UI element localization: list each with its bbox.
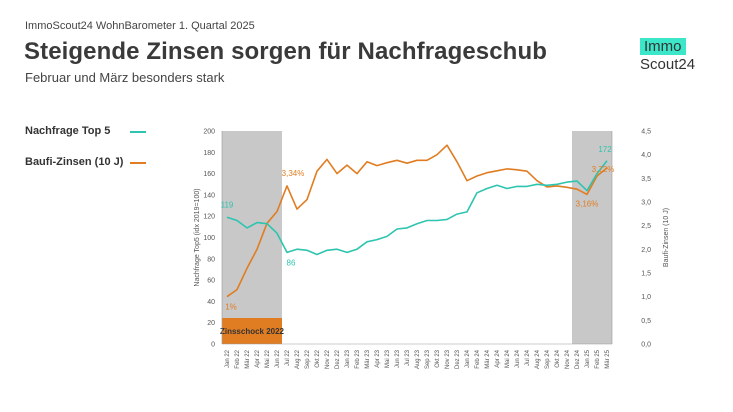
x-tick-label: Sep 23 (425, 349, 431, 369)
right-tick-label: 3,0 (641, 200, 651, 207)
x-tick-label: Apr 22 (255, 349, 261, 367)
shaded-range-0 (222, 131, 282, 344)
x-tick-label: Jan 22 (225, 349, 231, 368)
x-tick-label: Jan 23 (345, 349, 351, 368)
x-tick-label: Mär 23 (365, 349, 371, 368)
x-tick-label: Feb 24 (475, 349, 481, 368)
logo-word-immo: Immo (640, 38, 686, 55)
x-tick-label: Jan 24 (465, 349, 471, 368)
left-tick-label: 180 (203, 150, 215, 157)
left-tick-label: 80 (207, 256, 215, 263)
data-label: 86 (287, 258, 296, 267)
x-tick-label: Mär 25 (605, 349, 611, 368)
x-tick-label: Mai 22 (265, 349, 271, 368)
left-tick-label: 100 (203, 235, 215, 242)
x-tick-label: Nov 22 (325, 349, 331, 369)
shaded-range-1 (572, 131, 612, 344)
x-tick-label: Mai 23 (385, 349, 391, 368)
left-tick-label: 140 (203, 192, 215, 199)
x-tick-label: Apr 24 (495, 349, 501, 367)
x-tick-label: Mai 24 (505, 349, 511, 368)
x-tick-label: Dez 24 (575, 349, 581, 369)
left-tick-label: 60 (207, 278, 215, 285)
left-axis-title: Nachfrage Top5 (idx 2019=100) (194, 188, 201, 286)
report-kicker: ImmoScout24 WohnBarometer 1. Quartal 202… (25, 20, 255, 32)
x-tick-label: Apr 23 (375, 349, 381, 367)
right-tick-label: 3,5 (641, 176, 651, 183)
legend-zinsen-label: Baufi-Zinsen (10 J) (25, 156, 124, 168)
data-label: 3,34% (282, 169, 305, 178)
right-tick-label: 4,5 (641, 129, 651, 136)
x-tick-label: Jul 22 (285, 349, 291, 366)
data-label: 1% (225, 303, 237, 312)
x-tick-label: Aug 23 (415, 349, 421, 369)
x-tick-label: Dez 22 (335, 349, 341, 369)
data-label: 3,16% (576, 199, 599, 208)
series-line-nachfrage (226, 160, 608, 256)
legend-zinsen-swatch (130, 162, 146, 164)
x-tick-label: Jun 24 (515, 349, 521, 368)
data-label: 172 (598, 145, 612, 154)
right-tick-label: 1,5 (641, 271, 651, 278)
zinsschock-box (222, 318, 282, 344)
right-tick-label: 0,5 (641, 318, 651, 325)
x-tick-label: Okt 22 (315, 349, 321, 367)
left-tick-label: 40 (207, 299, 215, 306)
x-tick-label: Jul 24 (525, 349, 531, 366)
left-tick-label: 20 (207, 320, 215, 327)
x-tick-label: Dez 23 (455, 349, 461, 369)
x-tick-label: Mär 22 (245, 349, 251, 368)
x-tick-label: Mär 24 (485, 349, 491, 368)
x-tick-label: Aug 24 (535, 349, 541, 369)
right-tick-label: 0,0 (641, 342, 651, 349)
data-label: 119 (221, 200, 234, 209)
left-tick-label: 0 (211, 342, 215, 349)
x-tick-label: Feb 25 (595, 349, 601, 368)
legend-nachfrage-label: Nachfrage Top 5 (25, 125, 111, 137)
data-label: 3,72% (592, 165, 615, 174)
x-tick-label: Nov 24 (565, 349, 571, 369)
left-tick-label: 160 (203, 171, 215, 178)
x-tick-label: Feb 22 (235, 349, 241, 368)
x-tick-label: Sep 22 (305, 349, 311, 369)
x-tick-label: Okt 23 (435, 349, 441, 367)
x-tick-label: Aug 22 (295, 349, 301, 369)
right-tick-label: 1,0 (641, 294, 651, 301)
right-tick-label: 4,0 (641, 152, 651, 159)
x-tick-label: Jun 22 (275, 349, 281, 368)
x-tick-label: Sep 24 (545, 349, 551, 369)
logo-word-scout: Scout24 (640, 56, 696, 73)
right-axis-title: Baufi-Zinsen (10 J) (663, 208, 670, 267)
right-tick-label: 2,0 (641, 247, 651, 254)
x-tick-label: Okt 24 (555, 349, 561, 367)
legend-nachfrage-swatch (130, 131, 146, 133)
immoscout-logo: Immo Scout24 (640, 38, 702, 73)
left-tick-label: 120 (203, 214, 215, 221)
x-tick-label: Jun 23 (395, 349, 401, 368)
zinsschock-label: Zinsschock 2022 (220, 327, 285, 336)
left-tick-label: 200 (203, 129, 215, 136)
right-tick-label: 2,5 (641, 223, 651, 230)
x-tick-label: Feb 23 (355, 349, 361, 368)
x-tick-label: Jan 25 (585, 349, 591, 368)
page-title: Steigende Zinsen sorgen für Nachfragesch… (24, 38, 547, 65)
x-tick-label: Nov 23 (445, 349, 451, 369)
x-tick-label: Jul 23 (405, 349, 411, 366)
page-subtitle: Februar und März besonders stark (25, 70, 225, 85)
